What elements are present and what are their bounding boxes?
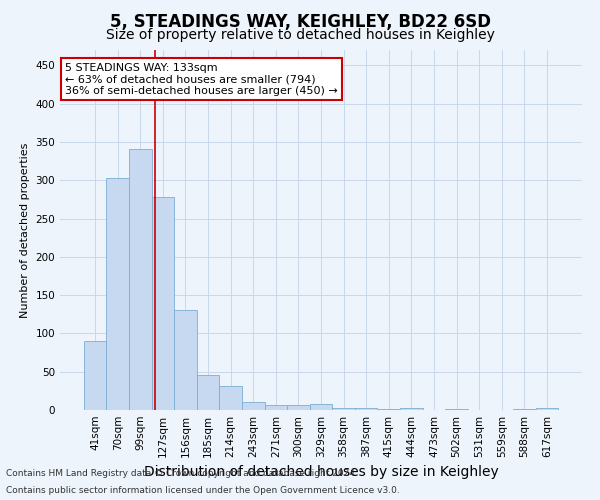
Text: Size of property relative to detached houses in Keighley: Size of property relative to detached ho… [106,28,494,42]
Bar [355,408,377,410]
Text: Contains HM Land Registry data © Crown copyright and database right 2024.: Contains HM Land Registry data © Crown c… [6,468,358,477]
Bar [377,409,400,410]
Y-axis label: Number of detached properties: Number of detached properties [20,142,30,318]
Text: Contains public sector information licensed under the Open Government Licence v3: Contains public sector information licen… [6,486,400,495]
Bar [400,408,422,410]
Bar [129,149,152,410]
X-axis label: Distribution of detached houses by size in Keighley: Distribution of detached houses by size … [143,466,499,479]
Bar [197,375,220,410]
Bar [332,408,355,410]
Bar [152,197,174,410]
Bar [106,178,129,410]
Bar [287,406,310,410]
Bar [265,404,287,410]
Bar [536,408,558,410]
Bar [84,341,106,410]
Bar [220,386,242,410]
Bar [242,402,265,410]
Bar [445,409,468,410]
Text: 5, STEADINGS WAY, KEIGHLEY, BD22 6SD: 5, STEADINGS WAY, KEIGHLEY, BD22 6SD [110,12,491,30]
Bar [310,404,332,410]
Bar [174,310,197,410]
Bar [513,409,536,410]
Text: 5 STEADINGS WAY: 133sqm
← 63% of detached houses are smaller (794)
36% of semi-d: 5 STEADINGS WAY: 133sqm ← 63% of detache… [65,62,338,96]
